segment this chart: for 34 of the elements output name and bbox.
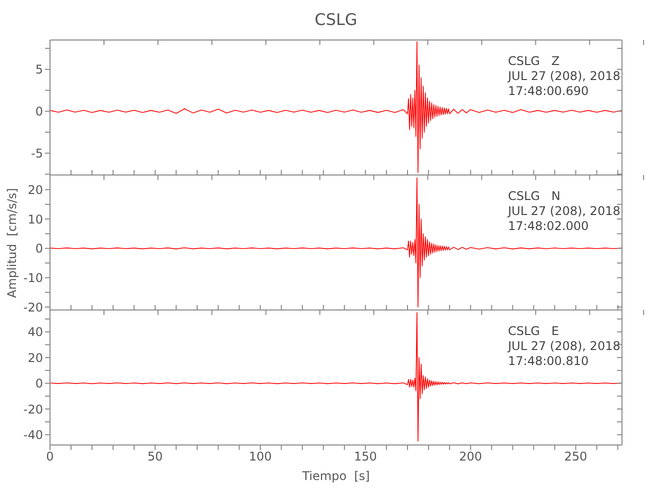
annotation: 17:48:00.810 [508, 354, 589, 368]
x-tick-label: 200 [459, 450, 482, 464]
x-axis-title: Tiempo [s] [301, 469, 371, 483]
x-tick-label: 100 [248, 450, 272, 464]
y-tick-label: -10 [23, 270, 43, 285]
x-tick-label: 50 [148, 450, 163, 464]
y-tick-label: -40 [23, 428, 43, 442]
annotation: 17:48:02.000 [508, 219, 589, 233]
y-tick-label: -5 [31, 146, 43, 160]
y-axis-title: Amplitud [cm/s/s] [5, 188, 19, 298]
annotation: JUL 27 (208), 2018 [508, 204, 620, 218]
x-tick-label: 0 [46, 450, 54, 464]
chart-title: CSLG [314, 10, 358, 29]
annotation: JUL 27 (208), 2018 [508, 339, 620, 353]
annotation: CSLG N [508, 189, 560, 203]
y-tick-label: 10 [28, 212, 43, 226]
x-tick-label: 150 [354, 450, 377, 464]
y-tick-label: 0 [35, 104, 43, 119]
y-tick-label: 20 [28, 182, 43, 197]
annotation: 17:48:00.690 [508, 84, 589, 98]
y-tick-label: -20 [23, 402, 43, 416]
y-tick-label: 40 [28, 325, 43, 340]
line-series [50, 41, 622, 173]
y-tick-label: 0 [35, 376, 43, 391]
x-tick-label: 250 [564, 450, 588, 464]
y-tick-label: 0 [35, 242, 43, 256]
annotation: CSLG Z [508, 54, 560, 68]
y-tick-label: -20 [23, 300, 43, 314]
line-series [50, 178, 622, 308]
y-tick-label: 20 [28, 350, 43, 365]
annotation: CSLG E [508, 324, 560, 338]
annotation: JUL 27 (208), 2018 [508, 69, 620, 83]
line-series [50, 312, 622, 442]
y-tick-label: 5 [35, 62, 43, 77]
